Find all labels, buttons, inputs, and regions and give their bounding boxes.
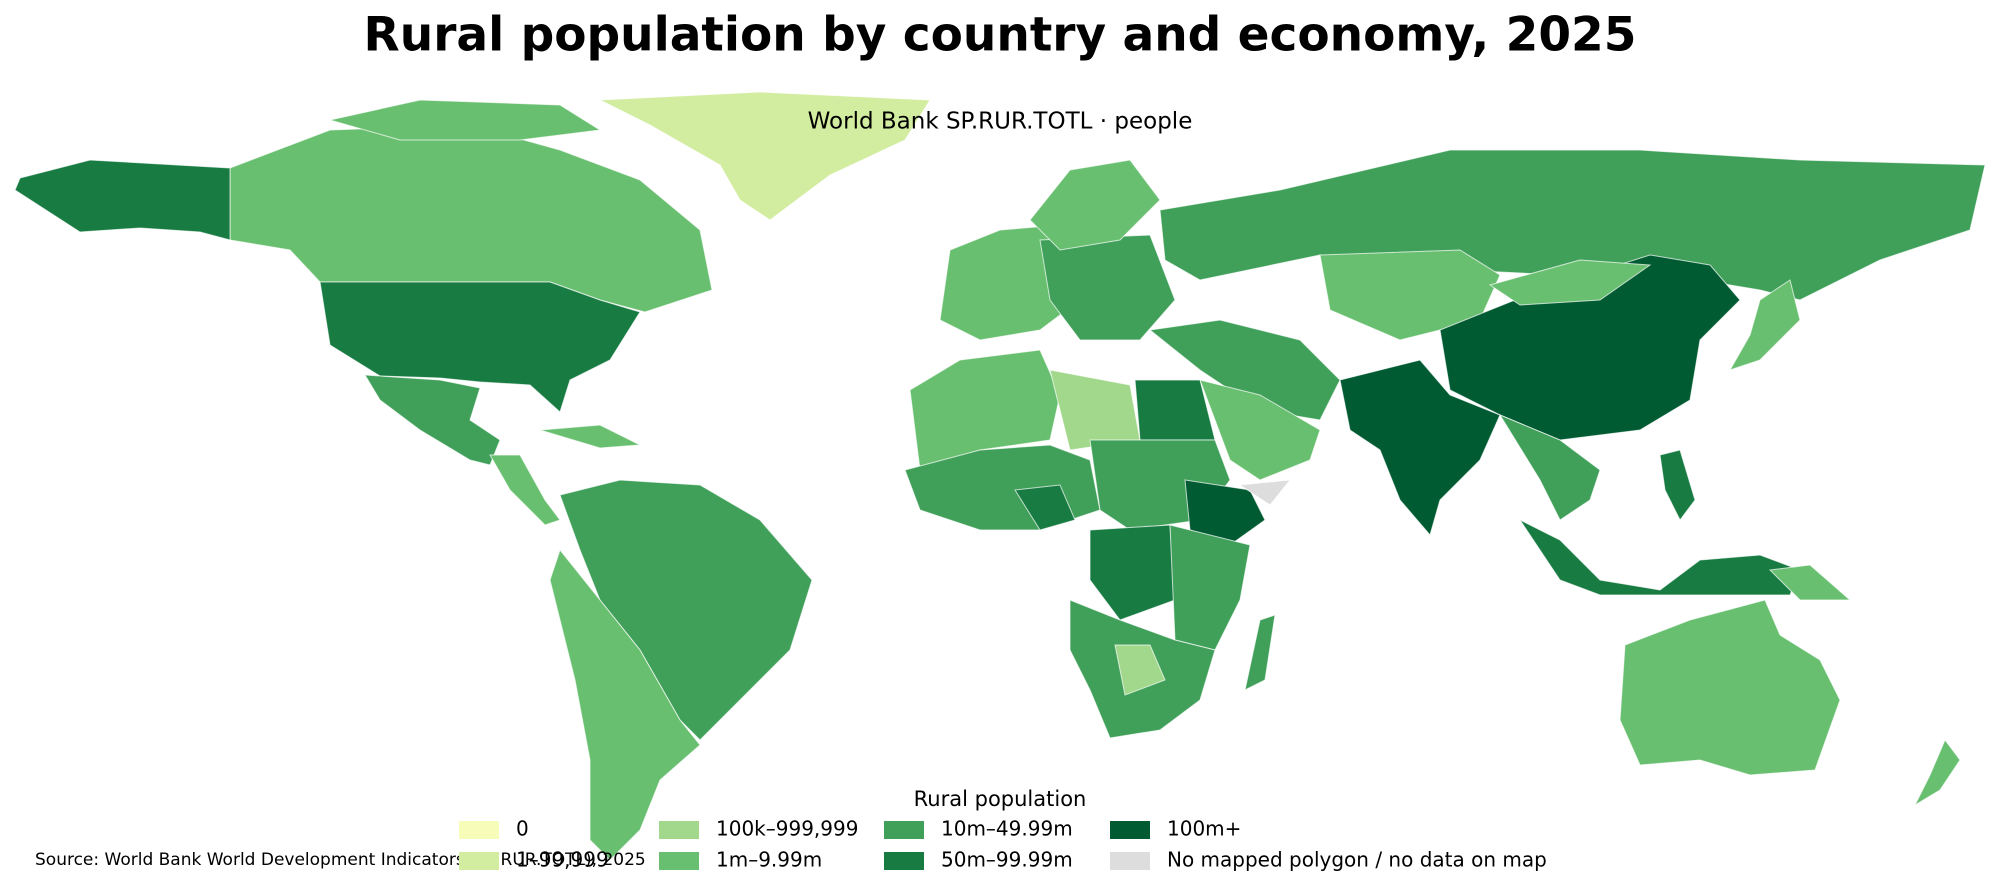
legend-label: 10m–49.99m [941, 817, 1073, 841]
libya [1049, 369, 1141, 451]
congo [1089, 524, 1176, 621]
legend-swatch [659, 852, 699, 870]
mongolia [1488, 259, 1652, 306]
legend-label: 0 [516, 817, 529, 841]
andes-south [549, 548, 701, 861]
australia [1619, 599, 1841, 776]
legend-swatch [459, 852, 499, 870]
legend: 0 1–99,999 100k–999,999 1m–9.99m 10m–49.99m 5… [459, 817, 1547, 872]
indonesia [1518, 518, 1801, 596]
east-africa [1169, 524, 1251, 651]
philippines [1659, 449, 1696, 521]
iran-turkey [1148, 319, 1341, 421]
madagascar [1244, 614, 1276, 691]
united-states [319, 281, 641, 413]
central-america [489, 454, 561, 526]
legend-swatch [884, 821, 924, 839]
greenland [598, 91, 931, 221]
botswana [1114, 644, 1166, 696]
russia [1159, 149, 1986, 301]
legend-title: Rural population [914, 787, 1087, 811]
legend-label: 50m–99.99m [941, 848, 1073, 872]
legend-swatch [459, 821, 499, 839]
arctic-islands [329, 99, 602, 141]
legend-label: 100k–999,999 [716, 817, 858, 841]
title: Rural population by country and economy,… [364, 8, 1637, 63]
southeast-asia [1498, 413, 1601, 521]
nigeria [1014, 484, 1076, 531]
central-europe [1039, 234, 1176, 341]
papua [1768, 564, 1852, 601]
japan [1728, 279, 1801, 371]
legend-label: No mapped polygon / no data on map [1167, 848, 1547, 872]
india-pakistan [1339, 359, 1501, 537]
mexico [364, 374, 501, 466]
ethiopia [1184, 479, 1266, 546]
legend-swatch [1110, 821, 1150, 839]
legend-swatch [884, 852, 924, 870]
map [14, 91, 1986, 861]
legend-label: 100m+ [1167, 817, 1241, 841]
alaska [14, 159, 231, 241]
new-zealand [1913, 739, 1961, 807]
legend-swatch [1110, 852, 1150, 870]
somaliland-no-data [1238, 479, 1292, 506]
subtitle: World Bank SP.RUR.TOTL · people [808, 109, 1193, 135]
caribbean [539, 424, 642, 449]
legend-swatch [659, 821, 699, 839]
legend-label: 1–99,999 [516, 848, 609, 872]
legend-label: 1m–9.99m [716, 848, 822, 872]
scandinavia [1029, 159, 1161, 251]
arabia [1199, 379, 1321, 481]
